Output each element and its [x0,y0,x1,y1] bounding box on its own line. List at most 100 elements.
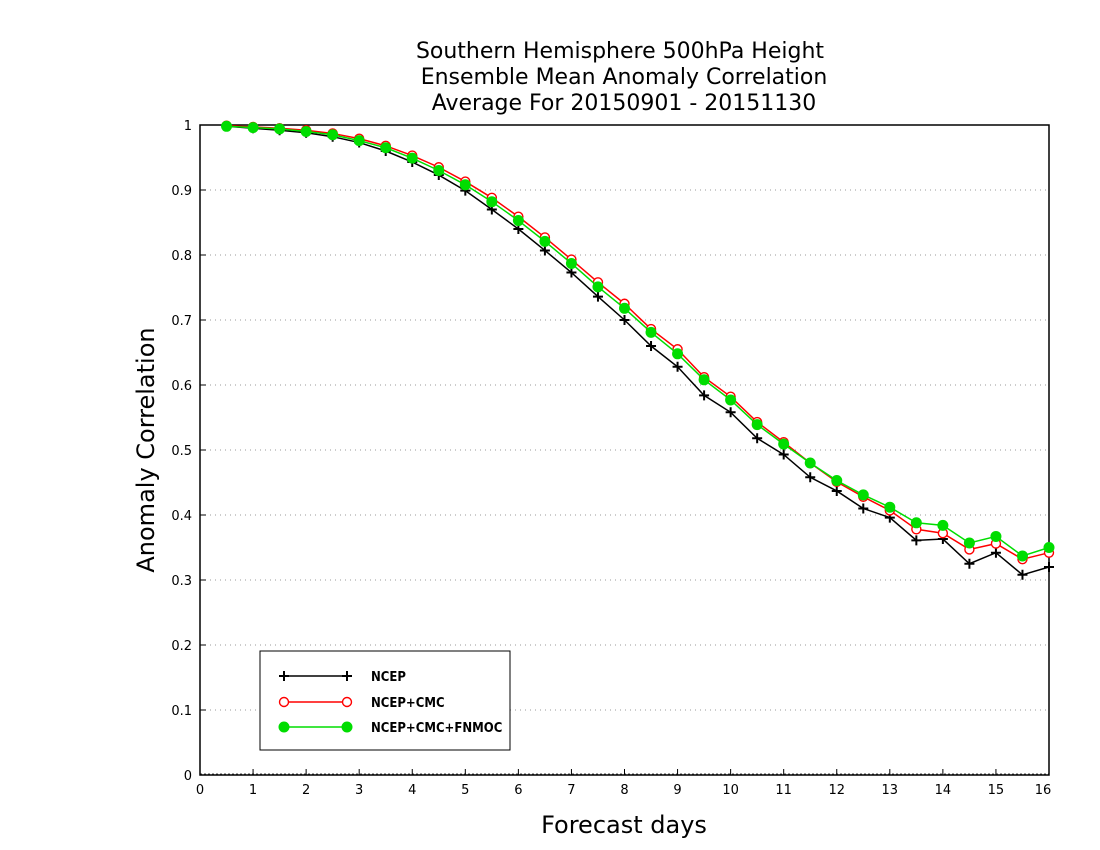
data-point-s0-28 [964,558,975,569]
data-point-s2-19 [725,394,737,406]
x-tick-label-3: 3 [355,783,363,798]
x-tick-label-6: 6 [514,783,522,798]
data-point-s0-13 [566,267,577,278]
data-point-s0-16 [646,341,657,351]
chart-title-line-2: Ensemble Mean Anomaly Correlation [421,65,828,90]
data-point-s0-22 [805,472,816,483]
x-tick-label-5: 5 [461,783,469,798]
data-point-s2-1 [247,122,259,134]
data-point-s0-18 [699,390,710,401]
data-point-s0-31 [1044,562,1054,572]
data-point-s2-18 [698,374,710,386]
data-point-s2-12 [539,235,551,247]
data-point-s2-22 [804,457,816,469]
data-point-s2-3 [300,126,312,137]
data-point-s2-26 [910,517,922,529]
data-point-s2-0 [221,120,233,132]
y-tick-label-6: 0.6 [171,379,192,394]
x-tick-label-4: 4 [408,783,416,798]
data-point-s2-11 [512,215,524,227]
y-tick-label-0: 0 [184,769,192,784]
series-line-2 [226,125,1050,557]
data-point-s0-14 [592,291,603,302]
x-axis-ticks: 0 1 2 3 4 5 6 7 8 9 10 11 12 13 14 15 16 [196,769,1051,798]
x-tick-label-8: 8 [620,783,628,798]
data-point-s2-10 [486,196,498,208]
y-tick-label-3: 0.3 [171,574,192,589]
legend-entry-2: NCEP+CMC+FNMOC [278,721,502,736]
legend-label-2: NCEP+CMC+FNMOC [371,721,502,736]
y-axis-ticks: 0 0.1 0.2 0.3 0.4 0.5 0.6 0.7 0.8 0.9 1 [171,119,206,784]
x-tick-label-2: 2 [302,783,310,798]
legend-entry-0: NCEP [279,670,406,685]
x-tick-label-11: 11 [775,783,792,798]
legend-box [259,650,511,751]
x-tick-label-1: 1 [249,783,257,798]
y-tick-label-4: 0.4 [171,509,192,524]
y-tick-label-8: 0.8 [171,249,192,264]
y-tick-label-5: 0.5 [171,444,192,459]
data-point-s2-28 [963,537,975,549]
data-point-s2-7 [406,152,418,164]
data-point-s2-5 [353,135,365,147]
data-point-s2-14 [592,281,604,293]
y-axis-label: Anomaly Correlation [132,327,160,572]
x-tick-label-13: 13 [882,783,899,798]
data-point-s2-9 [459,179,471,191]
legend-marker-end-1 [341,696,353,708]
data-point-s0-29 [990,547,1001,558]
data-point-s2-30 [1016,550,1028,562]
legend-marker-start-1 [278,696,290,708]
series-line-1 [226,124,1050,561]
data-point-s2-8 [433,165,445,176]
y-tick-label-7: 0.7 [171,314,192,329]
data-point-s2-25 [884,501,896,513]
data-point-s2-4 [327,129,339,141]
data-point-s2-31 [1043,542,1055,553]
legend-entry-1: NCEP+CMC [278,696,445,711]
y-tick-label-2: 0.2 [171,639,192,654]
data-point-s2-29 [990,530,1002,542]
data-point-s0-26 [911,535,922,546]
data-point-s2-2 [274,123,286,135]
legend-marker-start-0 [279,671,289,681]
data-point-s2-17 [672,348,684,360]
legend-marker-start-2 [278,721,290,733]
data-point-s0-12 [539,245,550,256]
data-series [221,120,1055,580]
chart-title: Southern Hemisphere 500hPa Height Ensemb… [416,39,827,116]
data-point-s0-21 [778,449,789,460]
data-point-s2-13 [565,257,577,269]
y-tick-label-9: 0.9 [171,184,192,199]
data-point-s2-6 [380,142,392,154]
x-tick-label-9: 9 [673,783,681,798]
data-point-s2-24 [857,489,869,501]
x-axis-label: Forecast days [541,811,707,839]
series-ncep-cmc [221,120,1055,565]
legend: NCEP NCEP+CMC NCEP+CMC+FNMOC [259,650,511,751]
x-tick-label-10: 10 [722,783,739,798]
data-point-s0-15 [619,315,630,325]
data-point-s0-17 [672,361,683,372]
legend-marker-end-2 [341,721,353,733]
data-point-s0-19 [725,407,736,418]
data-point-s2-27 [937,519,949,531]
data-point-s0-23 [831,485,842,496]
data-point-s2-23 [831,475,843,487]
series-ncep [221,121,1054,580]
x-tick-label-7: 7 [567,783,575,798]
series-ncep-cmc-fnmoc [221,120,1055,562]
data-point-s0-30 [1017,569,1028,580]
data-point-s2-20 [751,419,763,431]
legend-label-0: NCEP [371,670,406,685]
data-point-s0-20 [752,433,763,444]
x-tick-label-12: 12 [828,783,845,798]
data-point-s2-21 [778,438,790,450]
x-tick-label-15: 15 [988,783,1005,798]
chart-title-line-3: Average For 20150901 - 20151130 [432,91,817,116]
data-point-s2-16 [645,326,657,338]
y-tick-label-1: 0.1 [171,704,192,719]
x-tick-label-14: 14 [935,783,952,798]
legend-marker-end-0 [342,671,352,681]
